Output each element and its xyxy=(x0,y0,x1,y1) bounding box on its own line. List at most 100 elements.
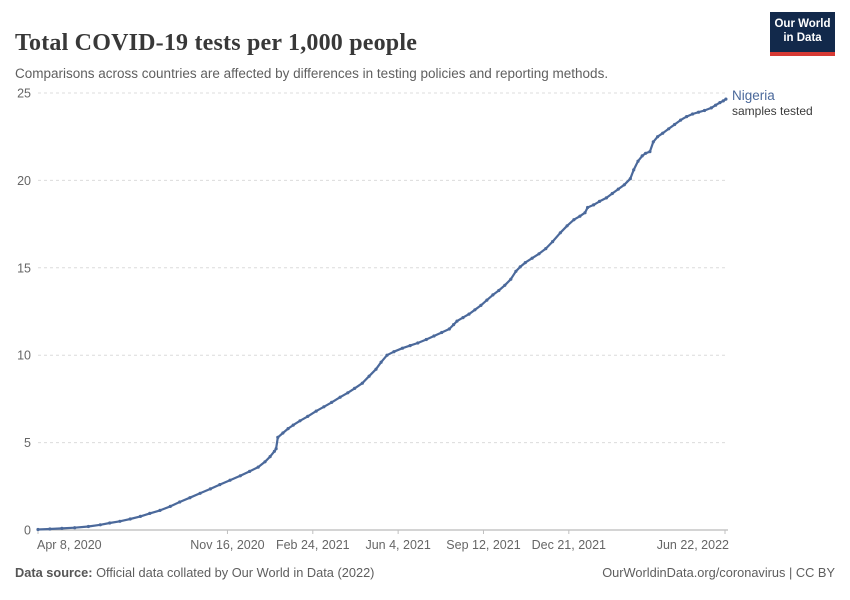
data-point xyxy=(724,97,728,101)
data-point xyxy=(679,118,683,122)
data-point xyxy=(551,240,555,244)
data-point xyxy=(673,122,677,127)
x-tick-label: Jun 22, 2022 xyxy=(657,538,729,552)
data-point xyxy=(523,261,527,265)
data-point xyxy=(661,131,665,135)
data-point xyxy=(479,303,483,307)
data-point xyxy=(530,256,534,260)
x-tick-label: Apr 8, 2020 xyxy=(37,538,102,552)
data-point xyxy=(648,150,652,154)
data-point xyxy=(36,527,40,532)
data-point xyxy=(461,316,465,320)
data-point xyxy=(228,478,232,482)
series-name-label: Nigeria xyxy=(732,88,775,103)
data-point xyxy=(503,283,507,287)
data-point xyxy=(330,400,334,404)
data-point xyxy=(616,187,620,191)
y-tick-label: 15 xyxy=(17,261,31,275)
data-point xyxy=(628,177,632,181)
data-point xyxy=(158,508,162,512)
data-point xyxy=(485,298,489,302)
series-sublabel: samples tested xyxy=(732,103,813,118)
x-tick-label: Jun 4, 2021 xyxy=(365,538,430,552)
data-point xyxy=(374,367,378,371)
data-point xyxy=(272,449,276,453)
x-tick-label: Feb 24, 2021 xyxy=(276,538,350,552)
data-point xyxy=(98,523,102,527)
data-point xyxy=(592,203,596,207)
owid-logo-line1: Our World xyxy=(774,18,831,31)
data-point xyxy=(586,205,590,210)
data-point xyxy=(360,381,364,385)
data-point xyxy=(168,504,172,508)
y-tick-label: 25 xyxy=(17,87,31,101)
data-point xyxy=(256,465,260,469)
data-point xyxy=(709,106,713,110)
data-point xyxy=(610,191,614,196)
trend-line[interactable] xyxy=(36,98,727,531)
data-point xyxy=(491,293,495,297)
series-end-label: Nigeria samples tested xyxy=(732,88,813,118)
x-tick-label: Sep 12, 2021 xyxy=(446,538,520,552)
data-point xyxy=(583,211,587,215)
data-point xyxy=(721,99,725,103)
chart-subtitle: Comparisons across countries are affecte… xyxy=(15,65,609,81)
data-point xyxy=(385,353,389,357)
data-point xyxy=(108,521,112,525)
data-point xyxy=(667,127,671,131)
credit-link[interactable]: OurWorldinData.org/coronavirus | CC BY xyxy=(602,565,835,580)
data-point xyxy=(702,108,707,113)
data-point xyxy=(218,483,222,487)
data-source-text: Official data collated by Our World in D… xyxy=(96,565,375,580)
data-point xyxy=(338,395,342,399)
data-point xyxy=(604,196,609,200)
data-point xyxy=(656,135,660,139)
data-point xyxy=(424,337,428,342)
y-tick-label: 20 xyxy=(17,174,31,188)
data-point xyxy=(714,103,718,107)
data-point xyxy=(509,277,513,281)
data-point xyxy=(565,224,569,228)
data-point xyxy=(455,319,459,323)
data-point xyxy=(416,341,420,345)
data-point xyxy=(367,374,371,378)
data-point xyxy=(597,199,602,203)
data-point xyxy=(408,344,412,348)
x-tick-label: Nov 16, 2020 xyxy=(190,538,264,552)
data-point xyxy=(268,455,272,459)
y-tick-label: 0 xyxy=(24,524,31,538)
data-point xyxy=(636,159,640,163)
data-point xyxy=(691,112,695,116)
data-point xyxy=(578,214,582,218)
data-point xyxy=(640,154,644,158)
data-point xyxy=(276,435,280,439)
data-point xyxy=(497,288,501,293)
data-point xyxy=(353,386,357,390)
data-point xyxy=(208,487,212,491)
data-point xyxy=(718,101,722,105)
data-point xyxy=(685,115,689,119)
data-point xyxy=(696,110,701,114)
data-point xyxy=(306,414,310,418)
data-point xyxy=(281,431,285,435)
data-point xyxy=(473,308,477,312)
data-point xyxy=(432,334,436,338)
page-title: Total COVID-19 tests per 1,000 people xyxy=(15,30,418,57)
data-source-label: Data source: xyxy=(15,565,93,580)
data-source-note: Data source: Official data collated by O… xyxy=(15,565,374,580)
data-point xyxy=(263,460,267,464)
data-point xyxy=(544,247,548,251)
data-point xyxy=(138,514,142,519)
x-tick-label: Dec 21, 2021 xyxy=(532,538,606,552)
data-point xyxy=(86,524,90,529)
data-point xyxy=(286,427,290,431)
data-point xyxy=(314,409,318,413)
data-point xyxy=(400,346,404,350)
y-tick-label: 5 xyxy=(24,436,31,450)
data-point xyxy=(392,350,396,354)
data-point xyxy=(118,519,122,523)
data-point xyxy=(322,405,326,409)
data-point xyxy=(198,491,202,495)
owid-logo[interactable]: Our World in Data xyxy=(770,12,835,56)
